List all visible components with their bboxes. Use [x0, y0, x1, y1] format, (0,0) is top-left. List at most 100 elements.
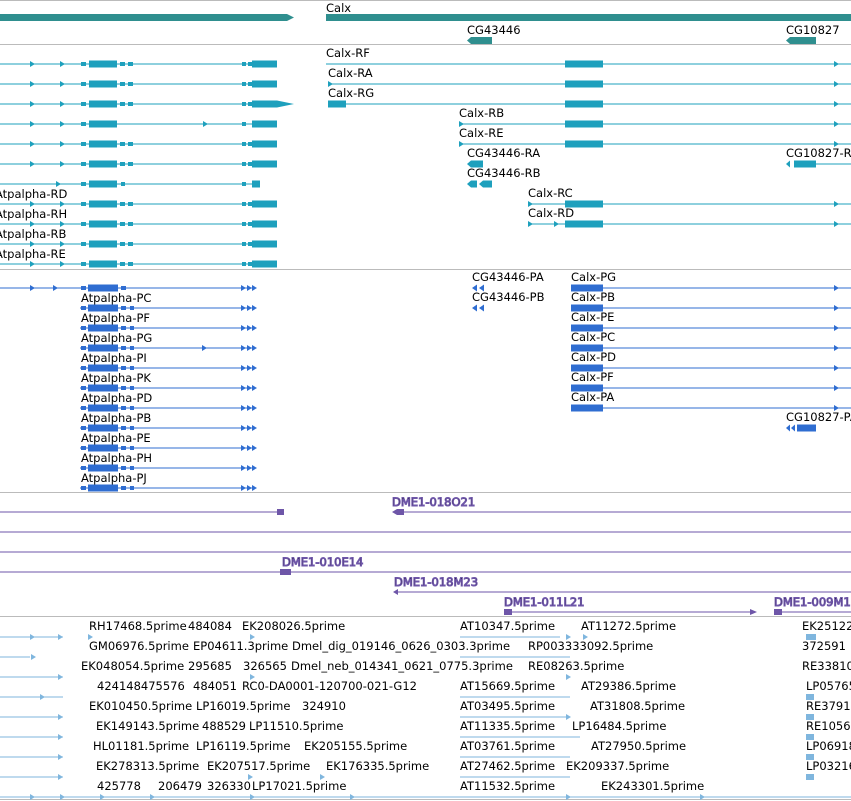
gene-feature-calx[interactable]	[326, 14, 851, 21]
clone-dme1-010e14[interactable]	[0, 569, 851, 575]
protein-calx-pd[interactable]	[571, 364, 851, 372]
label-calx-rb[interactable]: Calx-RB	[459, 106, 504, 120]
est-label[interactable]: AT11335.5prime	[460, 719, 555, 733]
est-label[interactable]: AT11532.5prime	[460, 779, 555, 793]
transcript-cg43446-ra[interactable]	[467, 160, 483, 168]
label-atpalpha-ph[interactable]: Atpalpha-PH	[81, 451, 152, 465]
label-cg43446-ra[interactable]: CG43446-RA	[467, 146, 540, 160]
gene-label-cg43446[interactable]: CG43446	[467, 23, 521, 37]
est-label[interactable]: RH17468.5prime	[89, 619, 187, 633]
est-label[interactable]: EK176335.5prime	[326, 759, 429, 773]
transcript-calx-rf[interactable]	[326, 60, 851, 68]
label-calx-rc[interactable]: Calx-RC	[528, 186, 573, 200]
label-calx-rd[interactable]: Calx-RD	[528, 206, 574, 220]
est-label[interactable]: AT31808.5prime	[590, 699, 685, 713]
protein-calx-pe[interactable]	[571, 324, 851, 332]
label-cg10827-pa[interactable]: CG10827-PA	[786, 410, 851, 424]
est-label[interactable]: EK278313.5prime	[96, 759, 199, 773]
label-atpalpha-rd[interactable]: Atpalpha-RD	[0, 187, 67, 201]
label-cg43446-pb[interactable]: CG43446-PB	[472, 290, 545, 304]
protein-calx-pc[interactable]	[571, 344, 851, 352]
protein-atpalpha-pg[interactable]	[79, 344, 258, 352]
est-label[interactable]: AT27462.5prime	[460, 759, 555, 773]
label-calx-pe[interactable]: Calx-PE	[571, 310, 614, 324]
label-atpalpha-re[interactable]: Atpalpha-RE	[0, 247, 66, 261]
transcript-calx-rd[interactable]	[528, 220, 851, 228]
est-label[interactable]: 372591	[802, 639, 846, 653]
est-label[interactable]: LP11510.5prime	[249, 719, 343, 733]
protein-atpalpha-pa[interactable]	[0, 284, 257, 292]
est-label[interactable]: LP05765.5prime	[806, 679, 851, 693]
label-atpalpha-rb[interactable]: Atpalpha-RB	[0, 227, 66, 241]
est-label[interactable]: AT15669.5prime	[460, 679, 555, 693]
est-label[interactable]: HL01181.5prime	[93, 739, 189, 753]
label-atpalpha-pg[interactable]: Atpalpha-PG	[81, 331, 152, 345]
est-label[interactable]: RE10563.5prime	[806, 719, 851, 733]
transcript-atpalpha-rf[interactable]	[0, 100, 294, 108]
label-calx-pa[interactable]: Calx-PA	[571, 390, 614, 404]
est-label[interactable]: 425778	[97, 779, 141, 793]
transcript-cg43446-rb[interactable]	[467, 180, 492, 188]
label-atpalpha-pf[interactable]: Atpalpha-PF	[81, 311, 150, 325]
transcript-atpalpha-ri[interactable]	[0, 140, 278, 148]
label-calx-re[interactable]: Calx-RE	[459, 126, 503, 140]
protein-atpalpha-pj[interactable]	[79, 484, 258, 492]
est-label[interactable]: 326565	[243, 659, 287, 673]
protein-cg43446-pb[interactable]	[472, 304, 484, 312]
label-atpalpha-pd[interactable]: Atpalpha-PD	[81, 391, 152, 405]
est-label[interactable]: EK205155.5prime	[304, 739, 407, 753]
est-label[interactable]: Dmel_neb_014341_0621_0775.3prime	[291, 659, 513, 673]
clone-dme1-011l21[interactable]	[504, 609, 757, 615]
transcript-atpalpha-rj[interactable]	[0, 260, 278, 268]
est-label[interactable]: LP06918.5prime	[806, 739, 851, 753]
label-cg43446-pa[interactable]: CG43446-PA	[472, 270, 544, 284]
protein-cg43446-pa[interactable]	[472, 284, 484, 292]
label-cg10827-ra[interactable]: CG10827-RA	[786, 146, 851, 160]
est-label[interactable]: RP003333092.5prime	[528, 639, 653, 653]
label-atpalpha-pc[interactable]: Atpalpha-PC	[81, 291, 151, 305]
transcript-atpalpha-rc[interactable]	[0, 80, 278, 88]
est-label[interactable]: EK207517.5prime	[207, 759, 310, 773]
transcript-atpalpha-rk[interactable]	[0, 160, 278, 168]
label-atpalpha-pj[interactable]: Atpalpha-PJ	[81, 471, 147, 485]
label-atpalpha-pe[interactable]: Atpalpha-PE	[81, 431, 151, 445]
est-label[interactable]: AT11272.5prime	[581, 619, 676, 633]
transcript-atpalpha-rd[interactable]	[0, 180, 260, 188]
transcript-calx-ra[interactable]	[328, 80, 851, 88]
est-label[interactable]: RC0-DA0001-120700-021-G12	[242, 679, 417, 693]
est-label[interactable]: RE08263.5prime	[528, 659, 624, 673]
label-dme1-018m23[interactable]: DME1-018M23	[394, 575, 479, 590]
est-label[interactable]: AT27950.5prime	[591, 739, 686, 753]
est-label[interactable]: 484051	[193, 679, 237, 693]
transcript-cg10827-ra[interactable]	[786, 160, 851, 168]
label-atpalpha-pb[interactable]: Atpalpha-PB	[81, 411, 151, 425]
label-calx-rf[interactable]: Calx-RF	[326, 46, 370, 60]
est-label[interactable]: 206479	[158, 779, 202, 793]
est-label[interactable]: Dmel_dig_019146_0626_0303.3prime	[292, 639, 510, 653]
transcript-atpalpha-rg[interactable]	[0, 120, 277, 128]
clone-dme1-009m16[interactable]	[774, 609, 851, 615]
transcript-calx-re[interactable]	[459, 140, 851, 148]
est-label[interactable]: AT03495.5prime	[460, 699, 555, 713]
transcript-calx-rc[interactable]	[528, 200, 851, 208]
est-label[interactable]: 326330	[207, 779, 251, 793]
est-label[interactable]: EK208026.5prime	[242, 619, 345, 633]
est-label[interactable]: 424148475576	[97, 679, 185, 693]
est-label[interactable]: LP16119.5prime	[196, 739, 290, 753]
transcript-calx-rb[interactable]	[459, 120, 851, 128]
est-label[interactable]: LP16484.5prime	[572, 719, 666, 733]
protein-calx-pa[interactable]	[571, 404, 851, 412]
gene-feature-cg43446[interactable]	[467, 37, 492, 44]
protein-cg10827-pa[interactable]	[786, 424, 816, 432]
label-dme1-011l21[interactable]: DME1-011L21	[504, 595, 586, 610]
protein-calx-pg[interactable]	[571, 284, 851, 292]
label-calx-pg[interactable]: Calx-PG	[571, 270, 616, 284]
label-dme1-010e14[interactable]: DME1-010E14	[282, 555, 364, 570]
gene-label-calx[interactable]: Calx	[326, 1, 351, 15]
label-dme1-018o21[interactable]: DME1-018O21	[392, 495, 476, 510]
est-label[interactable]: EP04611.3prime	[193, 639, 288, 653]
est-label[interactable]: AT29386.5prime	[581, 679, 676, 693]
est-label[interactable]: AT10347.5prime	[460, 619, 555, 633]
label-dme1-009m16[interactable]: DME1-009M16	[774, 595, 851, 610]
est-label[interactable]: EK243301.5prime	[601, 779, 704, 793]
